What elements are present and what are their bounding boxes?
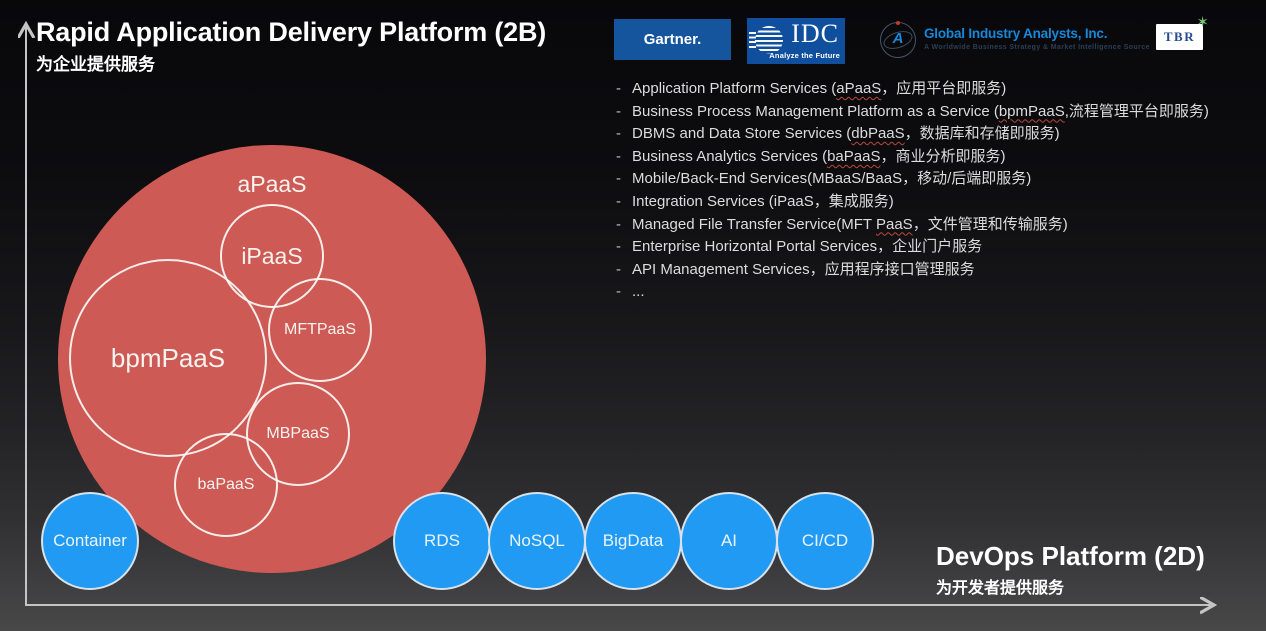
globe-icon	[755, 26, 783, 54]
spellcheck-term: bpmPaaS	[998, 102, 1065, 120]
venn-outer-label: aPaaS	[237, 171, 307, 197]
service-item: - DBMS and Data Store Services (dbPaaS，数据…	[616, 123, 1266, 146]
gia-tagline: A Worldwide Business Strategy & Market I…	[924, 44, 1150, 51]
spellcheck-term: dbPaaS	[851, 125, 905, 143]
idc-logo: IDC Analyze the Future	[747, 18, 845, 64]
venn-circle-bpmpaas: bpmPaaS	[69, 259, 267, 457]
globe-wireframe-icon: A	[880, 21, 916, 58]
circle-label: baPaaS	[197, 476, 255, 493]
gia-monogram: A	[892, 30, 904, 47]
service-item: - Mobile/Back-End Services(MBaaS/BaaS，移动/…	[616, 168, 1266, 191]
venn-circle-mftpaas: MFTPaaS	[268, 278, 372, 382]
service-item: - Business Process Management Platform as…	[616, 101, 1266, 124]
devops-bubble-bigdata: BigData	[584, 492, 682, 590]
spellcheck-term: baPaaS	[827, 147, 881, 165]
gia-logo: A Global Industry Analysts, Inc. A World…	[880, 21, 1150, 58]
idc-tagline: Analyze the Future	[769, 51, 840, 60]
bubble-label: NoSQL	[509, 531, 565, 550]
idc-logo-label: IDC	[791, 19, 839, 48]
service-item: - Enterprise Horizontal Portal Services，企…	[616, 236, 1266, 259]
bullet-dash: -	[616, 125, 621, 143]
red-dot-icon	[896, 21, 900, 25]
bullet-dash: -	[616, 147, 621, 165]
bubble-label: AI	[720, 531, 738, 550]
gartner-logo: Gartner.	[614, 19, 731, 60]
bubble-label: BigData	[602, 531, 664, 550]
bubble-label: Container	[53, 531, 127, 550]
bubble-label: CI/CD	[801, 531, 849, 550]
service-item-text: API Management Services，应用程序接口管理服务	[632, 260, 975, 278]
venn-circle-bapaas: baPaaS	[174, 433, 278, 537]
service-item: - API Management Services，应用程序接口管理服务	[616, 259, 1266, 282]
devops-bubble-container: Container	[41, 492, 139, 590]
sparkle-icon: ✶	[1196, 14, 1209, 31]
spellcheck-term: aPaaS	[836, 80, 882, 97]
service-item-text: ...	[632, 283, 645, 301]
circle-label: iPaaS	[241, 242, 303, 269]
service-item-text: Managed File Transfer Service(MFT PaaS，文…	[632, 215, 1068, 233]
service-item: -...	[616, 281, 1266, 304]
bullet-dash: -	[616, 260, 621, 278]
globe-stripes-icon	[749, 32, 756, 49]
page-subtitle: 为企业提供服务	[36, 55, 155, 74]
service-item-text: Integration Services (iPaaS，集成服务)	[632, 192, 894, 210]
bullet-dash: -	[616, 215, 621, 233]
devops-bubble-cicd: CI/CD	[776, 492, 874, 590]
service-item: - Managed File Transfer Service(MFT PaaS，…	[616, 214, 1266, 237]
devops-subtitle: 为开发者提供服务	[936, 580, 1065, 597]
bullet-dash: -	[616, 283, 621, 301]
service-item-text: Mobile/Back-End Services(MBaaS/BaaS，移动/后…	[632, 170, 1032, 188]
bullet-dash: -	[616, 170, 621, 188]
service-item-text: Business Analytics Services (baPaaS，商业分析…	[632, 147, 1006, 165]
service-item-text: Enterprise Horizontal Portal Services，企业…	[632, 238, 983, 256]
service-item-text: Application Platform Services (aPaaS，应用平…	[632, 80, 1007, 97]
bullet-dash: -	[616, 192, 621, 210]
venn-circle-mbpaas: MBPaaS	[246, 382, 350, 486]
service-item: - Application Platform Services (aPaaS，应用…	[616, 78, 1266, 101]
spellcheck-term: PaaS	[875, 215, 913, 233]
service-item-text: Business Process Management Platform as …	[632, 102, 1209, 120]
gia-logo-label: Global Industry Analysts, Inc.	[924, 26, 1108, 41]
tbr-logo-label: TBR	[1163, 29, 1196, 44]
tbr-logo: TBR ✶	[1156, 15, 1209, 50]
service-item: - Integration Services (iPaaS，集成服务)	[616, 191, 1266, 214]
service-item: - Business Analytics Services (baPaaS，商业分…	[616, 146, 1266, 169]
devops-bubble-ai: AI	[680, 492, 778, 590]
bullet-dash: -	[616, 238, 621, 256]
bullet-dash: -	[616, 80, 621, 97]
gartner-logo-label: Gartner.	[643, 31, 702, 48]
circle-label: MBPaaS	[266, 425, 330, 442]
devops-bubble-nosql: NoSQL	[488, 492, 586, 590]
devops-bubble-rds: RDS	[393, 492, 491, 590]
bullet-dash: -	[616, 102, 621, 120]
services-list: - Application Platform Services (aPaaS，应用…	[616, 78, 1266, 304]
page-title: Rapid Application Delivery Platform (2B)	[36, 17, 547, 47]
bubble-label: RDS	[424, 531, 460, 550]
circle-label: bpmPaaS	[110, 342, 226, 373]
service-item-text: DBMS and Data Store Services (dbPaaS，数据库…	[632, 125, 1060, 143]
circle-label: MFTPaaS	[283, 321, 356, 338]
devops-title: DevOps Platform (2D)	[936, 541, 1205, 571]
